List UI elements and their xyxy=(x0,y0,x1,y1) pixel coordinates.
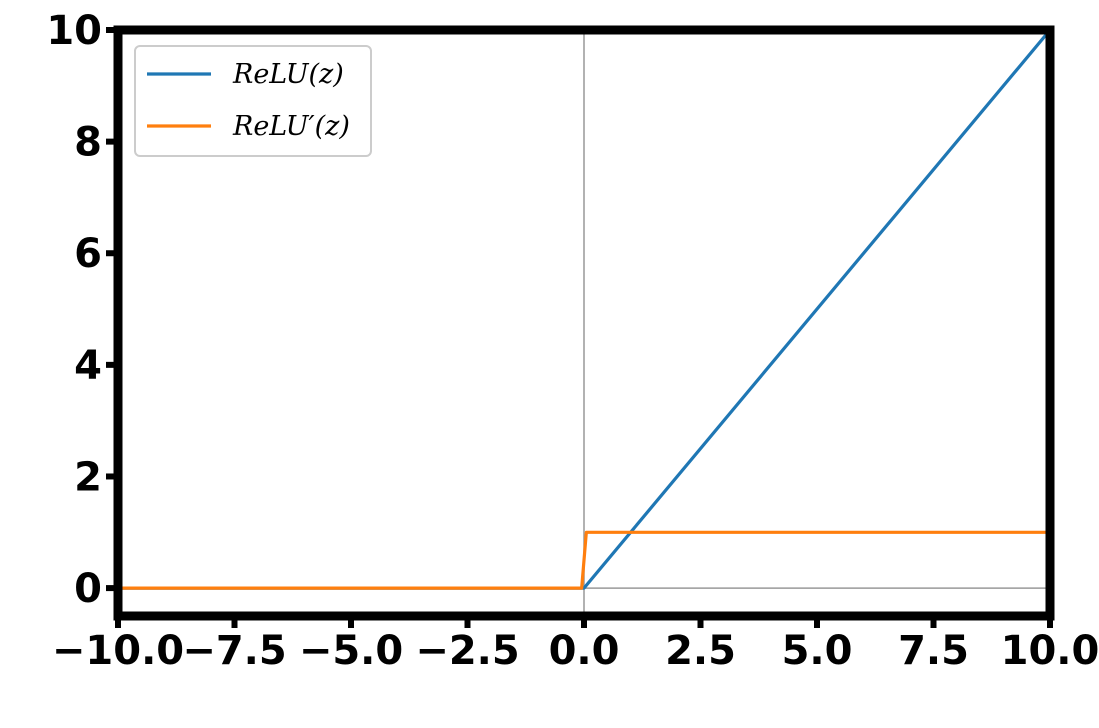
series-group xyxy=(118,30,1050,590)
y-tick-label: 10 xyxy=(46,8,102,54)
legend-label-2: ReLU′(z) xyxy=(232,111,350,142)
legend: ReLU(z) ReLU′(z) xyxy=(134,45,372,157)
y-tick-label: 2 xyxy=(74,454,102,500)
x-tick-label: 0.0 xyxy=(549,628,620,674)
x-tick-label: −5.0 xyxy=(299,628,403,674)
y-tick-label: 4 xyxy=(74,343,102,389)
x-tick-label: −2.5 xyxy=(415,628,519,674)
series-line-2 xyxy=(118,530,1050,590)
x-tick-label: −10.0 xyxy=(52,628,184,674)
x-tick-label: 7.5 xyxy=(898,628,969,674)
x-axis-ticks: −10.0−7.5 −5.0 −2.5 0.0 2.5 5.0 7.5 10.0 xyxy=(52,616,1099,674)
x-tick-label: 10.0 xyxy=(1001,628,1099,674)
legend-label-1: ReLU(z) xyxy=(232,59,344,90)
y-tick-label: 0 xyxy=(74,566,102,612)
y-tick-label: 6 xyxy=(74,231,102,277)
x-tick-label: 5.0 xyxy=(782,628,853,674)
x-tick-label: 2.5 xyxy=(665,628,736,674)
y-tick-label: 8 xyxy=(74,120,102,166)
y-axis-ticks: 0 2 4 6 8 10 xyxy=(46,8,118,612)
x-tick-label: −7.5 xyxy=(182,628,286,674)
